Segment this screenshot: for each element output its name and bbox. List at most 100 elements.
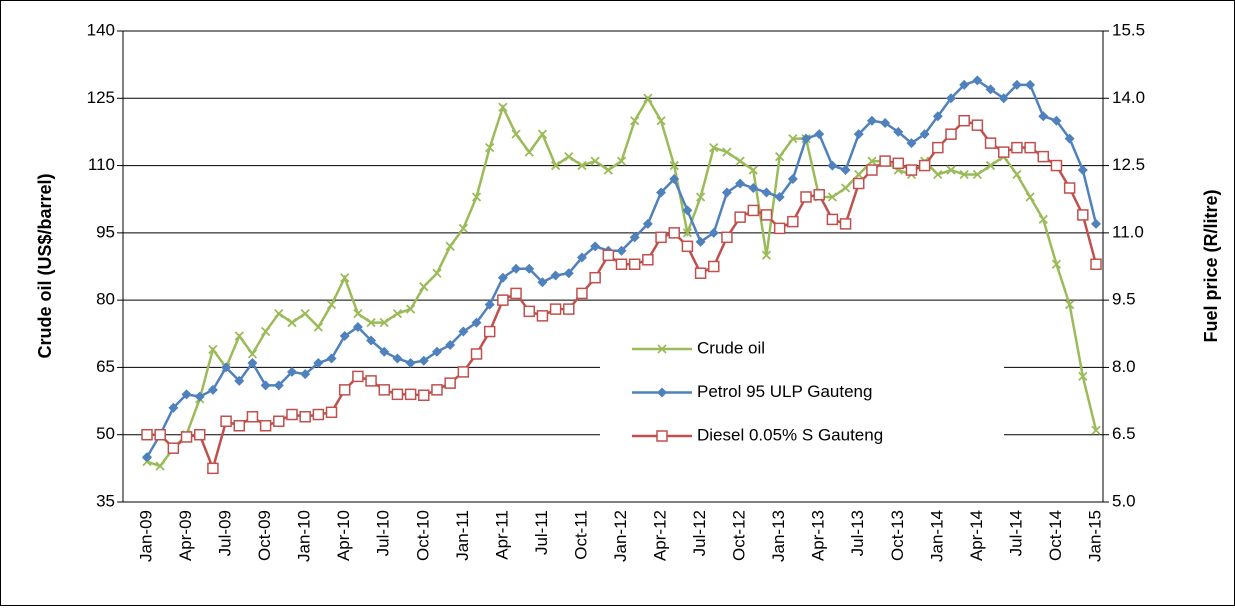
marker — [470, 348, 483, 360]
marker — [523, 305, 535, 318]
x-tick-label: Jul-11 — [532, 510, 551, 555]
x-tick-label: Oct-12 — [730, 510, 749, 561]
marker — [431, 346, 442, 357]
marker — [365, 375, 377, 387]
marker — [826, 213, 839, 226]
marker — [918, 159, 931, 172]
x-tick-label: Apr-12 — [651, 510, 670, 561]
marker — [524, 263, 535, 274]
marker — [1012, 169, 1022, 180]
y-tick-label: 125 — [87, 88, 115, 107]
marker — [234, 331, 244, 341]
marker — [760, 209, 773, 221]
marker — [471, 192, 482, 202]
marker — [1024, 141, 1036, 154]
marker — [1065, 299, 1075, 310]
y-tick-label: 50 — [96, 424, 115, 443]
marker — [734, 211, 746, 223]
marker — [273, 380, 284, 391]
marker — [748, 165, 758, 175]
marker — [590, 241, 601, 252]
marker — [945, 128, 957, 140]
marker — [444, 377, 456, 389]
marker — [167, 442, 180, 454]
marker — [431, 384, 443, 396]
marker — [853, 129, 864, 140]
marker — [1091, 425, 1101, 435]
y-tick-label: 65 — [96, 357, 115, 376]
marker — [1011, 141, 1023, 154]
x-tick-label: Apr-14 — [967, 510, 986, 561]
marker — [590, 156, 600, 166]
marker — [221, 362, 232, 373]
marker — [338, 384, 351, 396]
marker — [854, 169, 864, 180]
marker — [616, 245, 627, 256]
marker — [932, 141, 944, 154]
marker — [391, 388, 404, 401]
marker — [445, 241, 455, 251]
x-tick-label: Apr-09 — [176, 510, 195, 561]
marker — [708, 227, 719, 238]
marker — [655, 231, 667, 244]
marker — [840, 183, 851, 193]
marker — [905, 164, 918, 176]
marker — [379, 317, 389, 328]
marker — [1078, 371, 1088, 382]
marker — [735, 156, 745, 166]
marker — [840, 165, 851, 176]
marker — [193, 428, 206, 441]
y2-tick-label: 11.0 — [1112, 222, 1144, 241]
marker — [1077, 165, 1088, 176]
marker — [418, 389, 430, 401]
legend-label: Crude oil — [697, 338, 765, 357]
y-tick-label: 110 — [88, 155, 115, 174]
marker — [971, 119, 984, 131]
marker — [274, 308, 284, 319]
marker — [669, 174, 680, 185]
x-tick-label: Apr-11 — [492, 510, 511, 560]
marker — [893, 126, 904, 137]
y-tick-label: 95 — [96, 222, 115, 241]
marker — [681, 240, 694, 253]
marker — [366, 335, 377, 346]
x-tick-label: Oct-11 — [571, 510, 590, 560]
marker — [853, 177, 865, 190]
marker — [405, 357, 416, 368]
marker — [207, 384, 218, 395]
marker — [603, 165, 613, 175]
marker — [1063, 182, 1076, 194]
x-tick-label: Jul-09 — [216, 510, 235, 556]
marker — [1077, 209, 1089, 221]
marker — [181, 389, 192, 400]
marker — [537, 277, 548, 288]
marker — [154, 428, 166, 441]
marker — [458, 326, 469, 337]
marker — [985, 160, 996, 171]
marker — [1051, 115, 1062, 126]
marker — [589, 271, 601, 284]
marker — [630, 116, 640, 126]
marker — [325, 406, 338, 419]
marker — [432, 268, 442, 278]
marker — [721, 187, 732, 198]
y-tick-label: 140 — [87, 20, 115, 39]
marker — [708, 260, 720, 273]
marker — [142, 452, 152, 463]
marker — [814, 129, 825, 140]
marker — [300, 369, 311, 380]
marker — [642, 218, 653, 229]
marker — [207, 462, 219, 475]
marker — [602, 249, 615, 262]
marker — [497, 294, 509, 306]
marker — [260, 380, 271, 391]
y2-tick-label: 12.5 — [1112, 155, 1145, 174]
marker — [997, 146, 1010, 158]
marker — [141, 428, 153, 441]
y-tick-label: 35 — [96, 491, 115, 510]
marker — [234, 375, 245, 386]
x-tick-label: Apr-13 — [809, 510, 828, 561]
marker — [445, 340, 456, 350]
